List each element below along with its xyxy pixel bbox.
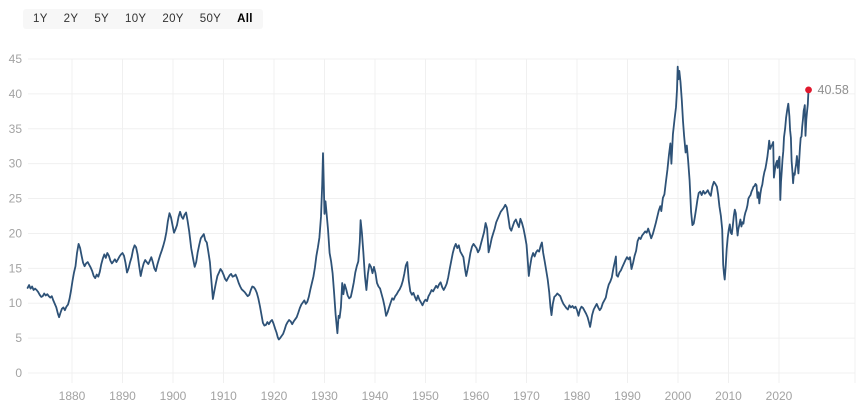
- range-button-50y[interactable]: 50Y: [192, 10, 229, 28]
- x-axis-tick-label: 1950: [412, 389, 439, 403]
- x-axis-tick-label: 1930: [311, 389, 338, 403]
- x-axis-tick-label: 1960: [463, 389, 490, 403]
- y-axis-tick-label: 15: [9, 261, 23, 275]
- x-axis-tick-label: 1970: [513, 389, 540, 403]
- y-axis-tick-label: 40: [9, 87, 23, 101]
- last-value-dot[interactable]: [805, 86, 812, 94]
- y-axis-tick-label: 0: [15, 366, 22, 380]
- y-axis-tick-label: 30: [9, 157, 23, 171]
- range-button-10y[interactable]: 10Y: [117, 10, 154, 28]
- time-range-toolbar: 1Y 2Y 5Y 10Y 20Y 50Y All: [23, 9, 263, 29]
- y-axis-tick-label: 10: [9, 296, 23, 310]
- x-axis-tick-label: 1990: [614, 389, 641, 403]
- y-axis-tick-label: 35: [9, 122, 23, 136]
- x-axis-tick-label: 1900: [160, 389, 187, 403]
- y-axis-tick-label: 20: [9, 226, 23, 240]
- x-axis-tick-label: 1910: [210, 389, 237, 403]
- x-axis-tick-label: 1920: [261, 389, 288, 403]
- x-axis-tick-label: 2000: [665, 389, 692, 403]
- y-axis-tick-label: 5: [15, 331, 22, 345]
- x-axis-tick-label: 1880: [59, 389, 86, 403]
- x-axis-tick-label: 1890: [109, 389, 136, 403]
- range-button-2y[interactable]: 2Y: [56, 10, 87, 28]
- last-value-label: 40.58: [818, 83, 849, 97]
- y-axis-tick-label: 45: [9, 52, 23, 66]
- range-button-20y[interactable]: 20Y: [154, 10, 191, 28]
- x-axis-tick-label: 2010: [715, 389, 742, 403]
- x-axis-tick-label: 1980: [564, 389, 591, 403]
- x-axis-tick-label: 1940: [362, 389, 389, 403]
- y-axis-tick-label: 25: [9, 192, 23, 206]
- x-axis-tick-label: 2020: [766, 389, 793, 403]
- range-button-5y[interactable]: 5Y: [86, 10, 117, 28]
- series-line[interactable]: [26, 65, 810, 341]
- range-button-1y[interactable]: 1Y: [25, 10, 56, 28]
- range-button-all[interactable]: All: [229, 10, 261, 28]
